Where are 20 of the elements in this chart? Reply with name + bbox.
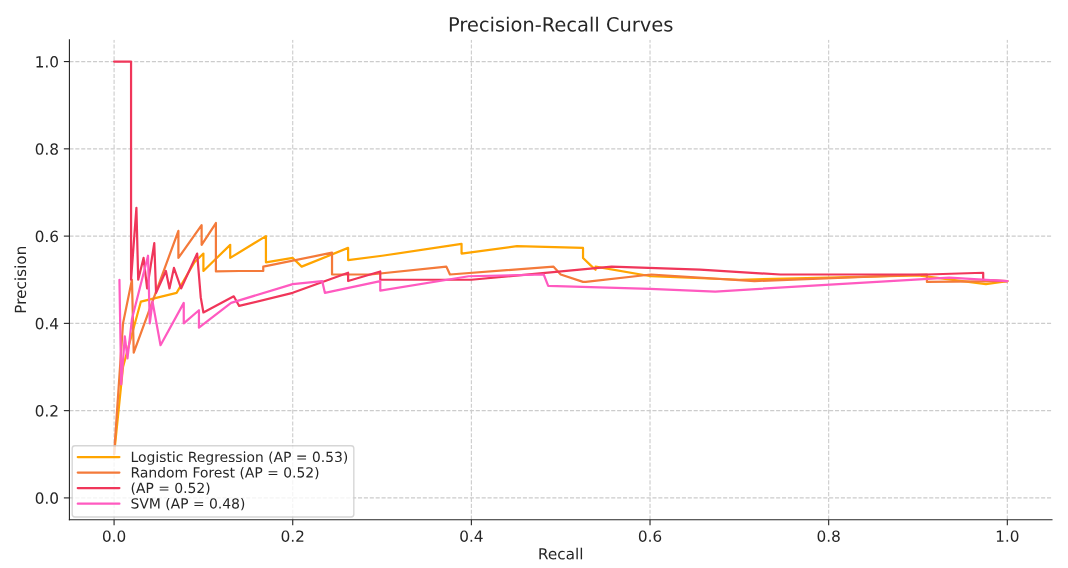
y-axis-title: Precision xyxy=(14,246,27,313)
legend-label: Random Forest (AP = 0.52) xyxy=(131,466,319,480)
x-tick-label: 0.2 xyxy=(281,530,304,542)
x-tick-label: 0.6 xyxy=(638,530,662,542)
y-tick-label: 0.2 xyxy=(35,405,58,417)
y-tick-label: 0.0 xyxy=(35,492,58,504)
x-axis-title: Recall xyxy=(539,547,583,560)
x-tick-label: 0.0 xyxy=(102,530,126,542)
chart-title: Precision-Recall Curves xyxy=(449,16,673,32)
line-series xyxy=(118,254,1009,386)
y-tick-label: 0.8 xyxy=(35,143,58,155)
x-tick-label: 0.4 xyxy=(460,530,483,542)
legend-label: SVM (AP = 0.48) xyxy=(131,497,245,511)
y-tick-label: 0.6 xyxy=(35,230,59,243)
legend-label: Logistic Regression (AP = 0.53) xyxy=(131,451,348,465)
y-tick-label: 0.4 xyxy=(35,317,59,330)
legend-label: (AP = 0.52) xyxy=(131,482,210,495)
x-tick-label: 0.8 xyxy=(817,530,840,542)
y-tick-label: 1.0 xyxy=(36,56,58,68)
x-tick-label: 1.0 xyxy=(996,530,1019,542)
